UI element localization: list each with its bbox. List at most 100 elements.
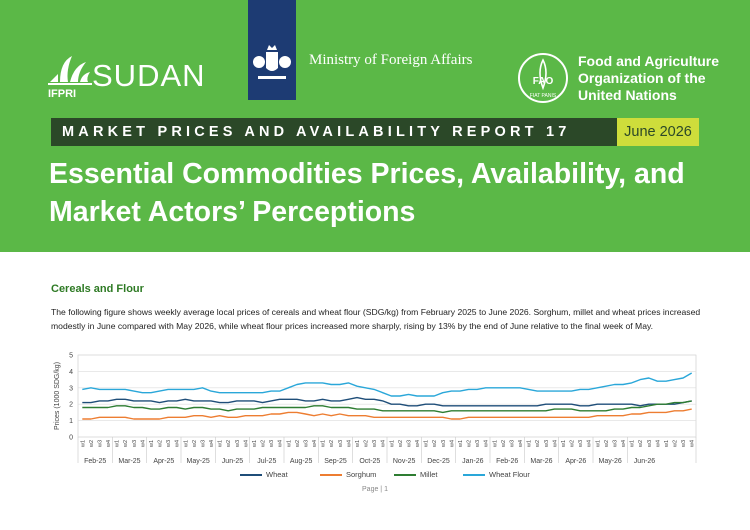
week-tick-label: w1 xyxy=(595,440,601,448)
ifpri-label: IFPRI xyxy=(48,88,77,100)
week-tick-label: w4 xyxy=(484,440,490,448)
legend-swatch xyxy=(463,474,485,477)
month-label: Mar-25 xyxy=(118,458,140,465)
week-tick-label: w2 xyxy=(604,440,610,448)
week-tick-label: w3 xyxy=(97,440,103,448)
week-tick-label: w3 xyxy=(303,440,309,448)
week-tick-label: w2 xyxy=(570,440,576,448)
month-label: Nov-25 xyxy=(393,458,416,465)
week-tick-label: w2 xyxy=(329,440,335,448)
week-tick-label: w1 xyxy=(183,440,189,448)
month-label: Jul-25 xyxy=(257,458,276,465)
week-tick-label: w1 xyxy=(252,440,258,448)
week-tick-label: w3 xyxy=(475,440,481,448)
week-tick-label: w3 xyxy=(406,440,412,448)
week-tick-label: w2 xyxy=(364,440,370,448)
week-tick-label: w3 xyxy=(200,440,206,448)
fao-name-line-2: Organization of the xyxy=(578,70,706,86)
series-line-sorghum xyxy=(82,408,692,420)
y-tick-label: 1 xyxy=(69,418,73,425)
y-tick-label: 5 xyxy=(69,353,73,360)
week-tick-label: w2 xyxy=(226,440,232,448)
fao-logo-icon: FAO FIAT PANIS xyxy=(518,53,568,103)
week-tick-label: w1 xyxy=(492,440,498,448)
month-label: Mar-26 xyxy=(530,458,552,465)
series-line-wheat-flour xyxy=(82,372,693,397)
week-tick-label: w3 xyxy=(132,440,138,448)
week-tick-label: w2 xyxy=(535,440,541,448)
week-tick-label: w3 xyxy=(647,440,653,448)
chart-legend: Wheat Sorghum Millet Wheat Flour xyxy=(0,470,750,482)
month-label: Feb-25 xyxy=(84,458,106,465)
week-tick-label: w2 xyxy=(89,440,95,448)
month-label: Oct-25 xyxy=(359,458,380,465)
week-tick-label: w4 xyxy=(587,440,593,448)
month-label: May-25 xyxy=(186,458,209,465)
week-tick-label: w4 xyxy=(518,440,524,448)
week-tick-label: w4 xyxy=(106,440,112,448)
fao-name-line-3: United Nations xyxy=(578,87,677,103)
coat-of-arms-icon xyxy=(253,45,291,79)
fao-logo-letters: FAO xyxy=(533,76,554,87)
month-label: Jun-26 xyxy=(634,458,656,465)
week-tick-label: w3 xyxy=(372,440,378,448)
month-label: Jan-26 xyxy=(462,458,484,465)
week-tick-label: w3 xyxy=(269,440,275,448)
month-label: Apr-26 xyxy=(565,458,586,465)
week-tick-label: w1 xyxy=(286,440,292,448)
legend-item: Millet xyxy=(394,470,438,479)
legend-label: Sorghum xyxy=(346,470,377,479)
main-title: Essential Commodities Prices, Availabili… xyxy=(49,158,685,228)
series-line-wheat xyxy=(82,396,692,407)
sudan-label: SUDAN xyxy=(92,58,206,93)
week-tick-label: w3 xyxy=(235,440,241,448)
week-tick-label: w1 xyxy=(321,440,327,448)
report-title: MARKET PRICES AND AVAILABILITY REPORT 17 xyxy=(62,124,571,140)
report-title-bar xyxy=(51,118,617,146)
month-label: Sep-25 xyxy=(324,458,347,465)
week-tick-label: w2 xyxy=(158,440,164,448)
week-tick-label: w1 xyxy=(527,440,533,448)
legend-label: Millet xyxy=(420,470,438,479)
legend-item: Sorghum xyxy=(320,470,376,479)
week-tick-label: w4 xyxy=(415,440,421,448)
week-tick-label: w4 xyxy=(175,440,181,448)
series-line-millet xyxy=(82,400,692,414)
week-tick-label: w3 xyxy=(441,440,447,448)
plot-frame xyxy=(77,354,697,438)
week-tick-label: w4 xyxy=(381,440,387,448)
month-label: Feb-26 xyxy=(496,458,518,465)
month-label: May-26 xyxy=(598,458,621,465)
legend-swatch xyxy=(394,474,416,477)
legend-item: Wheat Flour xyxy=(463,470,530,479)
legend-item: Wheat xyxy=(240,470,288,479)
legend-label: Wheat Flour xyxy=(489,470,530,479)
fao-name: Food and Agriculture Organization of the… xyxy=(578,53,719,104)
report-date-box xyxy=(617,118,699,146)
week-tick-label: w1 xyxy=(355,440,361,448)
legend-swatch xyxy=(240,474,262,477)
y-tick-label: 0 xyxy=(69,435,73,442)
month-label: Jun-25 xyxy=(222,458,244,465)
y-tick-label: 3 xyxy=(69,385,73,392)
week-tick-label: w1 xyxy=(80,440,86,448)
section-heading: Cereals and Flour xyxy=(51,283,144,295)
legend-label: Wheat xyxy=(266,470,288,479)
week-tick-label: w1 xyxy=(424,440,430,448)
month-label: Apr-25 xyxy=(153,458,174,465)
week-tick-label: w1 xyxy=(389,440,395,448)
y-tick-label: 2 xyxy=(69,402,73,409)
week-tick-label: w3 xyxy=(612,440,618,448)
fao-motto: FIAT PANIS xyxy=(530,93,557,99)
week-tick-label: w3 xyxy=(509,440,515,448)
week-tick-label: w2 xyxy=(467,440,473,448)
week-tick-label: w2 xyxy=(432,440,438,448)
report-date: June 2026 xyxy=(624,124,692,140)
week-tick-label: w1 xyxy=(149,440,155,448)
week-tick-label: w2 xyxy=(295,440,301,448)
page-number: Page | 1 xyxy=(362,486,388,493)
week-tick-label: w1 xyxy=(664,440,670,448)
week-tick-label: w3 xyxy=(338,440,344,448)
week-tick-label: w4 xyxy=(312,440,318,448)
